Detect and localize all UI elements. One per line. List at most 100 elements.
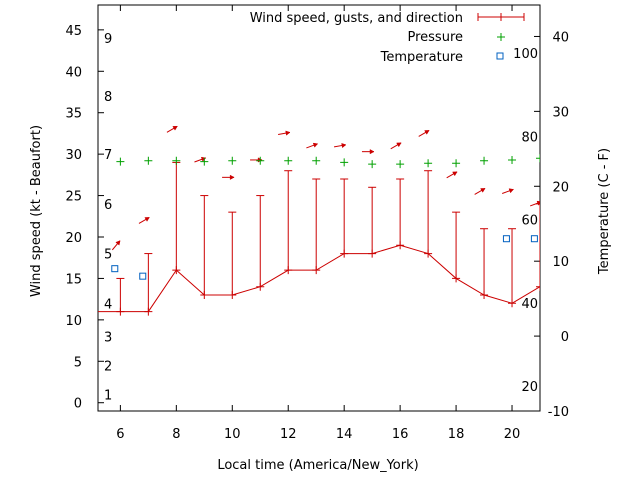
wind-direction-arrowhead [369, 149, 375, 155]
temperature-point [139, 272, 147, 280]
pressure-point [536, 154, 540, 163]
temperature-point [530, 235, 538, 243]
wind-speed-point [144, 307, 153, 316]
y-right-tick-label: 0 [561, 330, 569, 345]
wind-direction-arrowhead [341, 143, 347, 149]
plot-area [97, 4, 541, 412]
beaufort-label: 1 [104, 388, 112, 403]
beaufort-label: 3 [104, 330, 112, 345]
x-tick-label: 14 [336, 427, 353, 442]
y-left-tick-label: 40 [65, 65, 82, 80]
wind-direction-arrowhead [144, 217, 150, 222]
pressure-point [452, 159, 461, 168]
wind-speed-point [256, 282, 265, 291]
y-left-tick-label: 5 [74, 355, 82, 370]
wind-speed-point [228, 291, 237, 299]
wind-direction-arrowhead [424, 130, 430, 135]
fahrenheit-label: 40 [521, 297, 538, 312]
beaufort-label: 9 [104, 32, 112, 47]
pressure-point [172, 156, 181, 165]
x-tick-label: 8 [172, 427, 180, 442]
beaufort-label: 8 [104, 90, 112, 105]
wind-direction-arrowhead [508, 188, 514, 194]
plot-frame [97, 4, 541, 412]
fahrenheit-label: 100 [513, 47, 538, 62]
pressure-point [284, 156, 293, 165]
wind-speed-point [508, 299, 517, 308]
wind-direction-arrowhead [172, 126, 178, 131]
wind-speed-point [312, 266, 321, 275]
beaufort-label: 5 [104, 248, 112, 263]
wind-direction-arrowhead [452, 171, 458, 177]
pressure-point [508, 155, 517, 164]
y-left-tick-label: 45 [65, 24, 82, 39]
x-tick-label: 20 [504, 427, 521, 442]
y-right-tick-label: -10 [548, 405, 569, 420]
wind-speed-point [536, 282, 540, 291]
wind-speed-point [480, 291, 489, 299]
y-right-tick-label: 40 [552, 30, 569, 45]
y-axis-title-right: Temperature (C - F) [597, 148, 612, 275]
wind-speed-point [88, 308, 96, 316]
pressure-point [424, 159, 433, 168]
y-left-tick-label: 15 [65, 272, 82, 287]
pressure-point [200, 157, 209, 166]
beaufort-label: 2 [104, 359, 112, 374]
legend: Wind speed, gusts, and direction Pressur… [250, 11, 525, 65]
fahrenheit-label: 20 [521, 380, 538, 395]
beaufort-label: 6 [104, 198, 112, 213]
wind-speed-point [116, 307, 125, 316]
y-right-tick-label: 10 [552, 255, 569, 270]
x-tick-label: 10 [224, 427, 241, 442]
legend-swatch-wind-marker [497, 13, 505, 21]
label-layer: 6 8 10 12 14 16 18 20051015202530354045-1001020… [65, 24, 569, 442]
temperature-point [502, 235, 510, 243]
pressure-point [144, 156, 153, 165]
y-left-tick-label: 35 [65, 107, 82, 122]
fahrenheit-label: 60 [521, 214, 538, 229]
wind-speed-point [172, 266, 181, 275]
y-left-tick-label: 20 [65, 231, 82, 246]
wind-speed-point [452, 274, 461, 283]
wind-direction-arrowhead [229, 174, 235, 180]
pressure-point [116, 157, 125, 166]
legend-label-temperature: Temperature [380, 50, 463, 65]
wind-speed-point [340, 249, 349, 258]
wind-direction-arrowhead [312, 142, 319, 148]
wind-speed-point [396, 241, 405, 250]
wind-speed-point [284, 266, 293, 275]
pressure-point [88, 158, 96, 166]
temperature-point [111, 265, 119, 273]
x-tick-label: 12 [280, 427, 297, 442]
beaufort-label: 4 [104, 297, 112, 312]
x-tick-label: 18 [448, 427, 465, 442]
wind-direction-arrowhead [115, 240, 121, 246]
y-left-tick-label: 30 [65, 148, 82, 163]
legend-label-wind: Wind speed, gusts, and direction [250, 11, 463, 26]
wind-speed-point [368, 249, 377, 258]
y-right-tick-label: 20 [552, 180, 569, 195]
wind-direction-arrowhead [285, 130, 291, 136]
legend-swatch-temperature [496, 52, 504, 60]
pressure-point [340, 158, 349, 167]
fahrenheit-label: 80 [521, 130, 538, 145]
wind-direction-arrowhead [536, 200, 540, 206]
pressure-point [368, 160, 377, 169]
beaufort-label: 7 [104, 148, 112, 163]
x-tick-label: 6 [116, 427, 124, 442]
wind-direction-arrowhead [200, 156, 207, 162]
y-left-tick-label: 25 [65, 190, 82, 205]
y-right-tick-label: 30 [552, 105, 569, 120]
wind-speed-point [200, 291, 209, 299]
pressure-point [480, 156, 489, 165]
legend-label-pressure: Pressure [407, 30, 463, 45]
y-left-tick-label: 10 [65, 314, 82, 329]
y-axis-title-left: Wind speed (kt - Beaufort) [29, 125, 44, 297]
pressure-point [228, 156, 237, 165]
pressure-point [256, 156, 265, 165]
wind-speed-point [424, 249, 433, 258]
x-tick-label: 16 [392, 427, 409, 442]
y-left-tick-label: 0 [74, 397, 82, 412]
wind-direction-arrowhead [480, 188, 486, 193]
